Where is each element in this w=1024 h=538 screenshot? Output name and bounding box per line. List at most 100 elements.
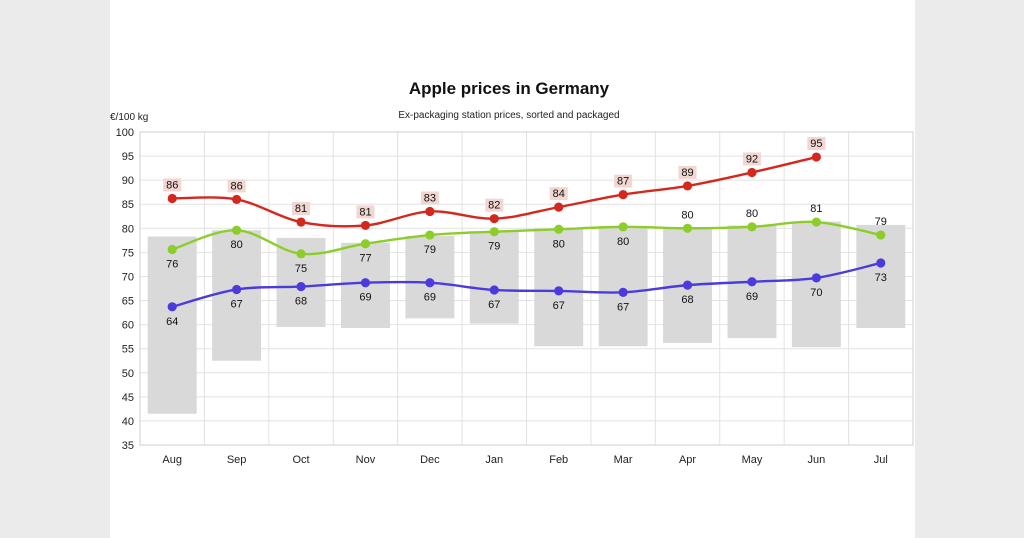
data-label: 86 [231,180,243,192]
x-tick-label: May [742,454,763,466]
data-label: 86 [166,179,178,191]
range-bars-layer [147,221,906,414]
data-point [489,227,499,237]
data-label: 69 [359,292,371,304]
data-label: 80 [553,238,565,250]
y-tick-label: 50 [122,368,134,380]
data-label: 95 [810,138,822,150]
data-point [876,230,886,240]
y-tick-label: 55 [122,344,134,356]
data-label: 69 [746,291,758,303]
data-point [876,258,886,268]
chart-subtitle: Ex-packaging station prices, sorted and … [398,110,619,121]
data-label: 69 [424,292,436,304]
x-tick-label: Oct [292,454,309,466]
data-label: 68 [295,296,307,308]
data-label: 80 [231,239,243,251]
data-label: 70 [810,287,822,299]
data-label: 81 [810,203,822,215]
data-point [232,194,242,205]
y-tick-label: 90 [122,175,134,187]
data-label: 73 [875,272,887,284]
range-bar [469,231,519,324]
data-label: 67 [553,300,565,312]
data-label: 79 [488,241,500,253]
y-tick-label: 80 [122,223,134,235]
data-point [296,281,306,292]
data-point [296,217,306,227]
data-label: 67 [231,298,243,310]
range-bar [212,230,262,361]
data-point [811,217,821,227]
data-point [554,224,564,234]
x-tick-label: Mar [614,454,633,466]
data-label: 67 [617,301,629,313]
data-label: 92 [746,153,758,165]
data-label-bg [485,198,504,212]
data-label: 80 [617,236,629,248]
y-tick-label: 100 [116,127,134,139]
data-point [167,193,177,204]
data-point [811,152,821,162]
data-label-bg [549,187,568,201]
data-label: 84 [553,188,565,200]
data-point [167,244,177,255]
range-bar [791,221,841,348]
y-tick-label: 35 [122,440,134,452]
data-label-bg [742,152,761,166]
data-label-bg [678,165,697,179]
data-label: 80 [681,209,693,221]
data-label-bg [420,191,439,205]
data-point [747,277,757,287]
y-tick-label: 75 [122,247,134,259]
y-tick-label: 95 [122,151,134,163]
data-label: 83 [424,192,436,204]
data-point [360,278,371,288]
x-tick-label: Feb [549,454,568,466]
x-tick-label: Jul [874,454,888,466]
data-label-bg [227,179,246,193]
x-tick-label: Aug [162,454,182,466]
x-tick-label: Sep [227,454,247,466]
price-chart: Apple prices in Germany Ex-packaging sta… [110,79,914,466]
data-label: 79 [424,244,436,256]
chart-card: Apple prices in Germany Ex-packaging sta… [110,0,915,538]
data-point [425,206,435,217]
data-label: 80 [746,208,758,220]
series-lines-layer [167,152,886,312]
y-tick-label: 60 [122,320,134,332]
data-point [425,278,435,288]
data-label: 81 [359,206,371,218]
data-point [747,167,757,178]
range-bar [856,224,906,328]
x-tick-label: Apr [679,454,696,466]
data-point [554,286,564,296]
data-point [360,239,371,249]
y-tick-label: 70 [122,271,134,283]
chart-title: Apple prices in Germany [409,79,610,98]
data-point [618,287,628,297]
data-label: 82 [488,200,500,212]
range-bar [598,226,648,347]
data-label: 76 [166,258,178,270]
grid-layer [139,131,914,446]
data-label: 68 [681,294,693,306]
data-point [489,214,499,224]
data-point [232,225,242,235]
data-point [618,222,628,232]
axis-ticks-layer: 35 40 45 50 55 60 65 70 75 80 85 90 95 100 Aug Sep Oct No… [116,127,888,466]
data-labels-layer: 86 86 81 81 83 82 84 87 89 92 95 76 80 75 77 79 79 80 80 80… [163,137,887,328]
data-label: 79 [875,216,887,228]
data-point [682,181,693,191]
data-label: 81 [295,203,307,215]
range-bar [147,236,197,414]
data-label: 89 [681,167,693,179]
data-label-bg [807,137,826,151]
data-point [554,202,564,212]
y-tick-label: 65 [122,296,134,308]
data-label: 67 [488,299,500,311]
data-label: 64 [166,316,178,328]
data-point [489,285,499,295]
plot-frame [139,131,914,446]
data-point [747,222,757,232]
